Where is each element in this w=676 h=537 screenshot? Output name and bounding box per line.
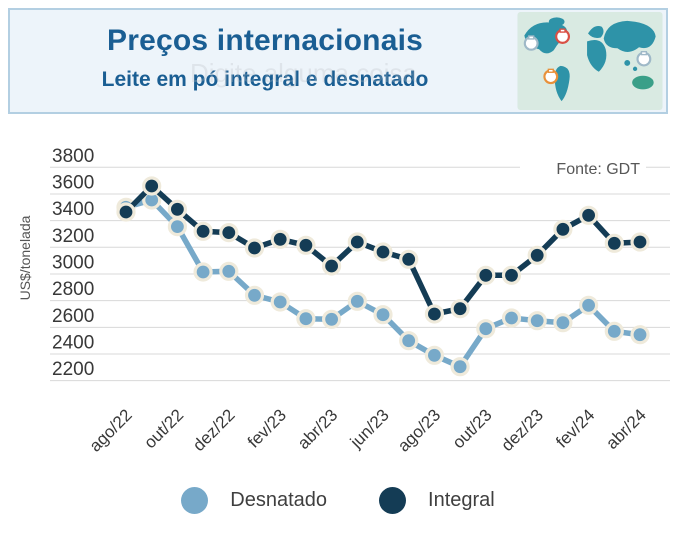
data-point — [347, 232, 367, 252]
price-line-chart: 3800 3600 3400 3200 3000 2800 2600 2400 2200 Font… — [17, 146, 670, 456]
data-point — [399, 249, 419, 269]
svg-text:3200: 3200 — [52, 226, 94, 247]
header-panel: Digite alguma coisa Preços internacionai… — [8, 8, 668, 114]
milk-marker-icon — [636, 51, 652, 67]
svg-text:2200: 2200 — [52, 359, 94, 380]
milk-marker-icon — [543, 68, 559, 85]
svg-text:dez/23: dez/23 — [497, 405, 547, 455]
svg-text:3600: 3600 — [52, 172, 94, 193]
legend-label: Integral — [428, 489, 495, 511]
data-point — [167, 217, 187, 237]
svg-text:3800: 3800 — [52, 146, 94, 167]
legend-item-integral: Integral — [379, 487, 495, 514]
data-point — [193, 221, 213, 241]
source-label: Fonte: GDT — [556, 161, 640, 178]
data-point — [347, 291, 367, 311]
data-point — [578, 205, 599, 225]
milk-marker-icon — [523, 35, 539, 51]
data-point — [270, 292, 290, 312]
data-point — [322, 309, 342, 329]
series-integral — [116, 176, 650, 324]
integral-swatch-icon — [379, 487, 407, 514]
data-point — [630, 325, 650, 345]
svg-text:fev/23: fev/23 — [244, 405, 290, 451]
title-block: Digite alguma coisa Preços internacionai… — [10, 10, 520, 112]
data-point — [373, 305, 393, 325]
chart-legend: Desnatado Integral — [0, 487, 676, 514]
legend-label: Desnatado — [230, 489, 328, 511]
svg-text:2400: 2400 — [52, 332, 94, 353]
svg-text:fev/24: fev/24 — [552, 405, 598, 451]
data-point — [270, 229, 290, 249]
data-point — [116, 202, 136, 222]
data-point — [244, 285, 265, 305]
data-point — [604, 233, 624, 253]
data-point — [424, 345, 444, 365]
milk-marker-icon — [555, 28, 571, 44]
data-point — [219, 223, 239, 243]
data-point — [296, 235, 316, 255]
desnatado-swatch-icon — [181, 487, 209, 514]
svg-text:out/22: out/22 — [140, 405, 187, 452]
svg-text:2800: 2800 — [52, 279, 94, 300]
data-point — [553, 313, 573, 333]
data-point — [501, 265, 522, 285]
data-point — [450, 299, 470, 319]
data-point — [296, 309, 316, 329]
data-point — [527, 311, 547, 331]
legend-item-desnatado: Desnatado — [181, 487, 327, 514]
x-tick-labels: ago/22 out/22 dez/22 fev/23 abr/23 jun/23 ago/… — [86, 405, 650, 455]
data-point — [399, 331, 419, 351]
svg-text:2600: 2600 — [52, 306, 94, 327]
data-point — [322, 256, 342, 276]
svg-text:abr/23: abr/23 — [294, 405, 342, 453]
svg-text:ago/22: ago/22 — [86, 405, 136, 455]
data-point — [373, 242, 393, 262]
svg-text:dez/22: dez/22 — [189, 405, 239, 455]
data-point — [604, 321, 624, 341]
data-point — [167, 199, 187, 219]
svg-text:3000: 3000 — [52, 252, 94, 273]
y-axis-title: US$/tonelada — [17, 215, 33, 300]
svg-text:3400: 3400 — [52, 199, 94, 220]
data-point — [578, 295, 599, 315]
data-point — [501, 308, 522, 328]
data-point — [527, 245, 547, 265]
world-map-graphic — [517, 12, 663, 110]
svg-text:abr/24: abr/24 — [602, 405, 650, 453]
page-subtitle: Leite em pó integral e desnatado — [101, 68, 429, 91]
data-point — [424, 304, 444, 324]
data-point — [553, 219, 573, 239]
data-point — [630, 232, 650, 252]
data-point — [219, 261, 239, 281]
data-point — [450, 357, 470, 377]
data-point — [476, 265, 496, 285]
data-point — [244, 238, 265, 258]
page-title: Preços internacionais — [107, 24, 423, 57]
svg-text:ago/23: ago/23 — [394, 405, 444, 455]
y-tick-labels: 3800 3600 3400 3200 3000 2800 2600 2400 2200 — [52, 146, 94, 380]
data-point — [476, 319, 496, 339]
data-point — [142, 176, 162, 196]
svg-text:out/23: out/23 — [449, 405, 496, 452]
svg-text:jun/23: jun/23 — [346, 405, 393, 452]
data-point — [193, 262, 213, 282]
milk-markers — [523, 28, 652, 85]
series-desnatado — [116, 190, 650, 377]
